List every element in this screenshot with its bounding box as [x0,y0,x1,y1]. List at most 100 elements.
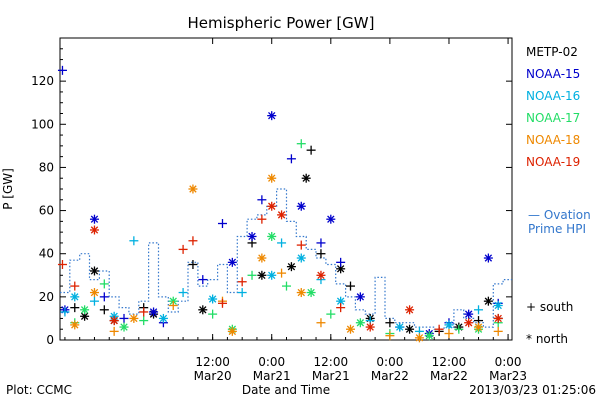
north-point [424,331,434,341]
north-point [119,322,129,332]
ovation-model-line [60,188,512,330]
south-point [316,318,326,328]
legend-item: NOAA-17 [526,111,580,125]
south-point [217,219,227,229]
north-point [129,313,139,323]
south-point [198,275,208,285]
footer-plot-credit: Plot: CCMC [6,383,72,397]
south-point [296,139,306,149]
north-point [257,270,267,280]
y-tick-label: 120 [31,74,54,88]
x-tick-label-date: Mar21 [253,369,291,383]
south-point [454,324,464,334]
south-point [217,298,227,308]
model-legend-line1: — Ovation [528,208,591,222]
south-point [385,331,395,341]
north-point [296,201,306,211]
north-point [286,262,296,272]
north-point [365,322,375,332]
y-tick-label: 80 [39,160,54,174]
x-tick-label-time: 12:00 [432,355,467,369]
y-tick-label: 20 [39,290,54,304]
south-point [99,292,109,302]
marker-legend-item: + south [526,300,573,314]
south-point [139,307,149,317]
legend-item: NOAA-16 [526,89,580,103]
north-point [493,300,503,310]
north-point [336,264,346,274]
north-point [301,173,311,183]
y-axis-ticks: 0 20 40 60 80 100 120 [31,48,512,347]
north-point [257,253,267,263]
south-point [60,307,70,317]
south-point [237,288,247,298]
legend-item: NOAA-19 [526,155,580,169]
marker-legend: + south * north [526,300,573,346]
legend-item: METP-02 [526,45,578,59]
south-point [257,214,267,224]
north-point [158,313,168,323]
north-point [306,288,316,298]
south-point [237,277,247,287]
north-point [464,318,474,328]
north-point [444,320,454,330]
plot-frame [59,37,513,341]
south-point [385,318,395,328]
south-point [296,240,306,250]
south-point [444,329,454,339]
south-point [434,324,444,334]
x-tick-label-date: Mar22 [371,369,409,383]
south-point [99,279,109,289]
x-axis-label: Date and Time [242,383,330,397]
north-point [227,326,237,336]
north-point [277,210,287,220]
south-point [306,145,316,155]
x-tick-label-time: 0:00 [258,355,285,369]
south-point [188,236,198,246]
north-point [267,173,277,183]
north-point [188,184,198,194]
south-point [474,305,484,315]
north-point [89,288,99,298]
south-point [208,309,218,319]
north-point [355,292,365,302]
south-point [178,288,188,298]
south-point [99,305,109,315]
south-point [89,296,99,306]
south-point [326,309,336,319]
y-tick-label: 0 [46,333,54,347]
north-point [483,296,493,306]
south-point [346,281,356,291]
south-point [493,326,503,336]
x-tick-label-date: Mar21 [312,369,350,383]
chart-title: Hemispheric Power [GW] [188,14,375,32]
north-point [464,309,474,319]
south-point [286,154,296,164]
north-point [70,320,80,330]
south-point [119,313,129,323]
y-tick-label: 60 [39,204,54,218]
north-point [89,266,99,276]
north-point [89,225,99,235]
north-point [316,270,326,280]
footer-timestamp: 2013/03/23 01:25:06 [469,383,596,397]
south-point [257,195,267,205]
legend-item: NOAA-18 [526,133,580,147]
north-point [405,305,415,315]
south-point [57,65,67,75]
south-point [70,281,80,291]
y-tick-label: 40 [39,247,54,261]
south-point [277,238,287,248]
x-tick-label-date: Mar20 [194,369,232,383]
south-point [70,303,80,313]
south-point [109,326,119,336]
north-point [296,288,306,298]
south-point [188,260,198,269]
y-axis-label: P [GW] [1,168,15,210]
south-point [336,303,346,313]
x-tick-label-date: Mar22 [430,369,468,383]
x-tick-label-time: 0:00 [376,355,403,369]
south-point [57,260,67,269]
model-step-path [60,188,512,330]
south-point [316,249,326,259]
